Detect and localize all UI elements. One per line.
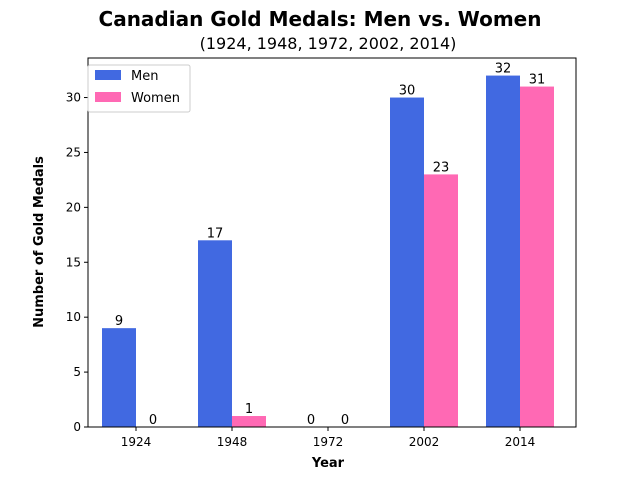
x-tick-label-1948: 1948 xyxy=(217,435,248,449)
data-label-men-2002: 30 xyxy=(399,84,416,99)
legend-swatch-women xyxy=(95,92,121,102)
y-tick-label-10: 10 xyxy=(66,310,81,324)
data-labels-group: 9 0 17 1 0 0 30 23 32 31 xyxy=(115,62,545,428)
plot-frame xyxy=(87,57,577,428)
y-tick-label-0: 0 xyxy=(73,420,81,434)
data-label-men-1948: 17 xyxy=(207,226,224,241)
data-label-women-1948: 1 xyxy=(245,402,253,417)
y-tick-label-30: 30 xyxy=(66,91,81,105)
data-label-men-2014: 32 xyxy=(495,62,512,77)
chart-title: Canadian Gold Medals: Men vs. Women xyxy=(99,7,542,31)
x-tick-label-2014: 2014 xyxy=(505,435,536,449)
data-label-women-1972: 0 xyxy=(341,413,349,428)
chart-subtitle: (1924, 1948, 1972, 2002, 2014) xyxy=(200,34,457,53)
data-label-women-1924: 0 xyxy=(149,413,157,428)
y-tick-label-5: 5 xyxy=(73,365,81,379)
x-tick-label-2002: 2002 xyxy=(409,435,440,449)
bar-women-2014 xyxy=(520,86,554,427)
y-tick-label-25: 25 xyxy=(66,145,81,159)
y-axis-label: Number of Gold Medals xyxy=(32,156,47,328)
bar-men-1948 xyxy=(198,240,232,427)
legend-label-women: Women xyxy=(131,91,180,106)
x-tick-label-1924: 1924 xyxy=(121,435,152,449)
bar-men-2014 xyxy=(486,75,520,428)
bar-men-2002 xyxy=(390,97,424,428)
x-axis-label: Year xyxy=(311,456,345,471)
y-tick-label-15: 15 xyxy=(66,255,81,269)
legend-label-men: Men xyxy=(131,69,158,84)
x-axis-ticks: 1924 1948 1972 2002 2014 xyxy=(121,427,536,449)
bar-women-2002 xyxy=(424,174,458,427)
legend-swatch-men xyxy=(95,70,121,80)
bars-group xyxy=(102,75,554,428)
y-tick-label-20: 20 xyxy=(66,200,81,214)
legend: Men Women xyxy=(87,64,191,113)
data-label-men-1924: 9 xyxy=(115,314,123,329)
data-label-men-1972: 0 xyxy=(307,413,315,428)
data-label-women-2014: 31 xyxy=(529,73,546,88)
bar-men-1924 xyxy=(102,328,136,427)
x-tick-label-1972: 1972 xyxy=(313,435,344,449)
y-axis-ticks: 0 5 10 15 20 25 30 xyxy=(66,91,88,434)
data-label-women-2002: 23 xyxy=(433,160,450,175)
bar-women-1948 xyxy=(232,416,266,427)
